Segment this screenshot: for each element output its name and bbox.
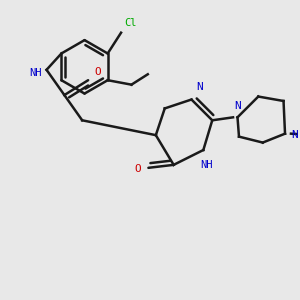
Text: Cl: Cl xyxy=(124,18,136,28)
Text: N: N xyxy=(291,130,298,140)
Text: NH: NH xyxy=(30,68,42,78)
Text: O: O xyxy=(134,164,141,174)
Text: NH: NH xyxy=(200,160,213,170)
Text: O: O xyxy=(94,67,101,77)
Text: N: N xyxy=(196,82,203,92)
Text: N: N xyxy=(235,101,241,111)
